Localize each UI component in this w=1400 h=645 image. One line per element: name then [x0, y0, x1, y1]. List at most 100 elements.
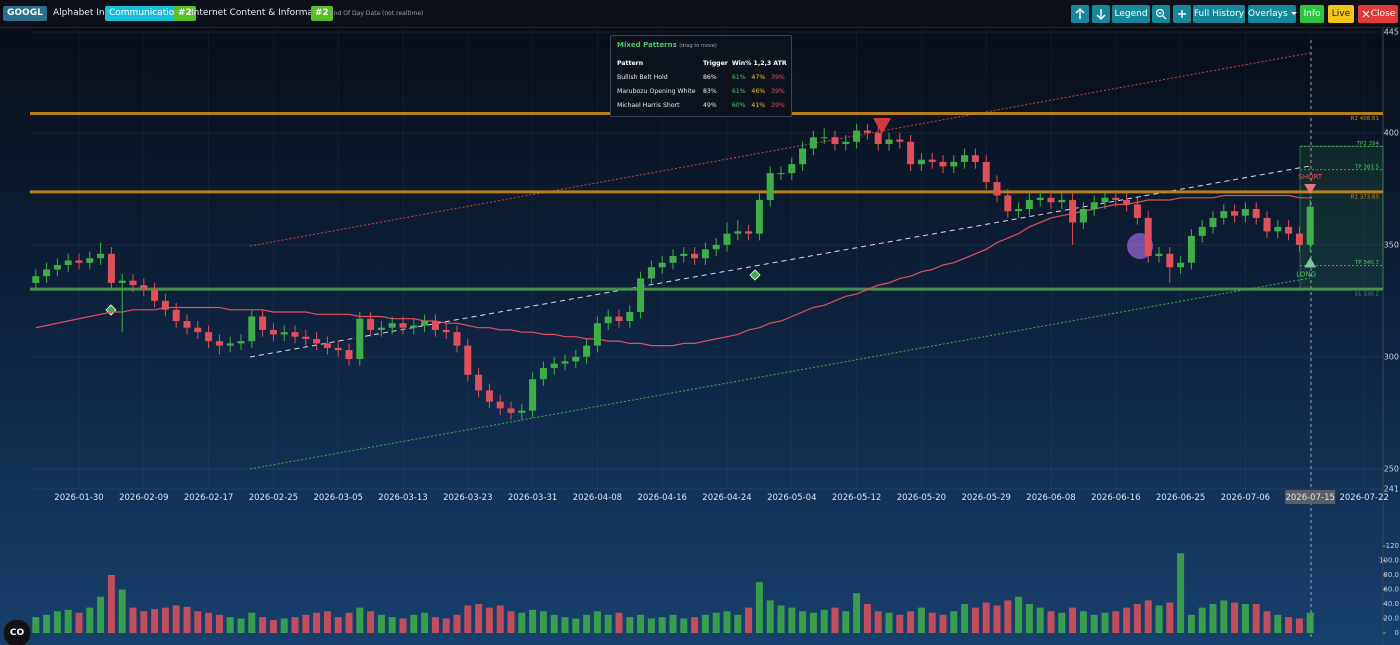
x-tick-label: 2026-02-17 [184, 493, 233, 503]
candle-body [971, 155, 979, 162]
volume-tick-label: 100.0 [1379, 557, 1399, 565]
zoom-out-button[interactable] [1152, 5, 1170, 23]
volume-bar [950, 611, 958, 633]
candle-body [1295, 233, 1303, 245]
candle-body [323, 343, 331, 348]
column-header: Trigger [703, 59, 728, 67]
candle-body [215, 341, 223, 346]
volume-bar [788, 607, 796, 633]
volume-tick-label: 80.0 [1383, 571, 1399, 579]
channel-lower [249, 277, 1311, 470]
candle-body [226, 343, 234, 346]
candle-body [701, 249, 709, 259]
volume-bar [734, 614, 742, 633]
symbol[interactable]: GOOGL [3, 6, 47, 21]
x-tick-label: 2026-07-15 [1285, 493, 1334, 503]
zoom-in-button[interactable] [1173, 5, 1191, 23]
info-button[interactable]: Info [1300, 5, 1324, 23]
x-tick-label: 2026-06-25 [1156, 493, 1205, 503]
volume-bar [723, 611, 731, 633]
candle-body [766, 173, 774, 201]
candle-body [993, 182, 1001, 196]
volume-bar [831, 607, 839, 633]
volume-bar [356, 607, 364, 633]
candle-body [1220, 211, 1228, 218]
candle-body [237, 341, 245, 344]
candle-body [1090, 202, 1098, 209]
candle-body [1166, 253, 1174, 268]
trigger: 49% [703, 101, 717, 109]
candle-body [43, 269, 51, 277]
header-row: Pattern Trigger Win% 1,2,3 ATR [615, 56, 789, 70]
legend-button[interactable]: Legend [1112, 5, 1150, 23]
sector-rank: #2 [174, 6, 196, 21]
volume-bar [1004, 600, 1012, 633]
patterns-panel[interactable]: Mixed Patterns (drag to move) Pattern Tri… [610, 35, 792, 117]
candle-body [183, 320, 191, 328]
candle-body [788, 164, 796, 174]
volume-bar [302, 614, 310, 633]
volume-bar [993, 605, 1001, 633]
volume-bar [1036, 607, 1044, 633]
candle-body [982, 161, 990, 183]
candle-body [583, 345, 591, 357]
candle-body [907, 141, 915, 165]
x-tick-label: 2026-02-09 [119, 493, 168, 503]
scroll-up-button[interactable] [1071, 5, 1089, 23]
candle-body [712, 244, 720, 250]
data-note: End Of Day Data (not realtime) [330, 10, 424, 17]
win1: 61% [731, 73, 746, 81]
close-button[interactable]: Close [1358, 5, 1398, 23]
volume-bar [680, 618, 688, 633]
candle-body [572, 356, 580, 362]
industry-name: Internet Content & Information [191, 8, 331, 18]
volume-bar [539, 611, 547, 633]
volume-bar [615, 612, 623, 633]
volume-bar [626, 617, 634, 633]
candle-body [399, 323, 407, 328]
x-tick-label: 2026-03-31 [508, 493, 557, 503]
candle-body [75, 260, 83, 263]
candle-body [302, 336, 310, 339]
patterns-title-row: Mixed Patterns (drag to move) [617, 41, 717, 49]
sector-chip[interactable]: Communication [105, 6, 184, 21]
volume-bar [161, 607, 169, 633]
long-marker [1304, 257, 1317, 268]
volume-bar [647, 618, 655, 633]
candle-body [734, 231, 742, 234]
badge[interactable]: CO [3, 619, 31, 645]
channel-upper [249, 52, 1311, 247]
candle-body [140, 285, 148, 290]
volume-bar [550, 614, 558, 633]
candle-body [896, 139, 904, 142]
volume-bar [107, 575, 115, 633]
volume-bar [323, 611, 331, 633]
target-label: TP 340.7 [1354, 260, 1380, 266]
x-tick-label: 2026-06-16 [1091, 493, 1140, 503]
live-button[interactable]: Live [1328, 5, 1354, 23]
volume-bar [561, 617, 569, 633]
candle-body [334, 347, 342, 351]
candle-body [1241, 208, 1249, 216]
down-icon [1096, 9, 1106, 20]
scroll-down-button[interactable] [1092, 5, 1110, 23]
overlays-button[interactable]: Overlays [1248, 5, 1297, 23]
volume-bar [97, 596, 105, 633]
overlays-label: Overlays [1248, 9, 1288, 19]
volume-bar [75, 612, 83, 633]
candle-body [86, 258, 94, 263]
volume-bar [215, 614, 223, 633]
volume-bar [367, 611, 375, 633]
full-history-button[interactable]: Full History [1193, 5, 1245, 23]
annotation: SHORT [1298, 173, 1323, 181]
volume-bar [1209, 604, 1217, 633]
candle-body [453, 332, 461, 346]
volume-bar [604, 614, 612, 633]
candle-body [97, 253, 105, 259]
volume-bar [475, 604, 483, 633]
target-label: TP2 394 [1356, 141, 1380, 147]
volume-bar [248, 612, 256, 633]
win3: 29% [771, 101, 785, 109]
trigger: 83% [703, 87, 717, 95]
